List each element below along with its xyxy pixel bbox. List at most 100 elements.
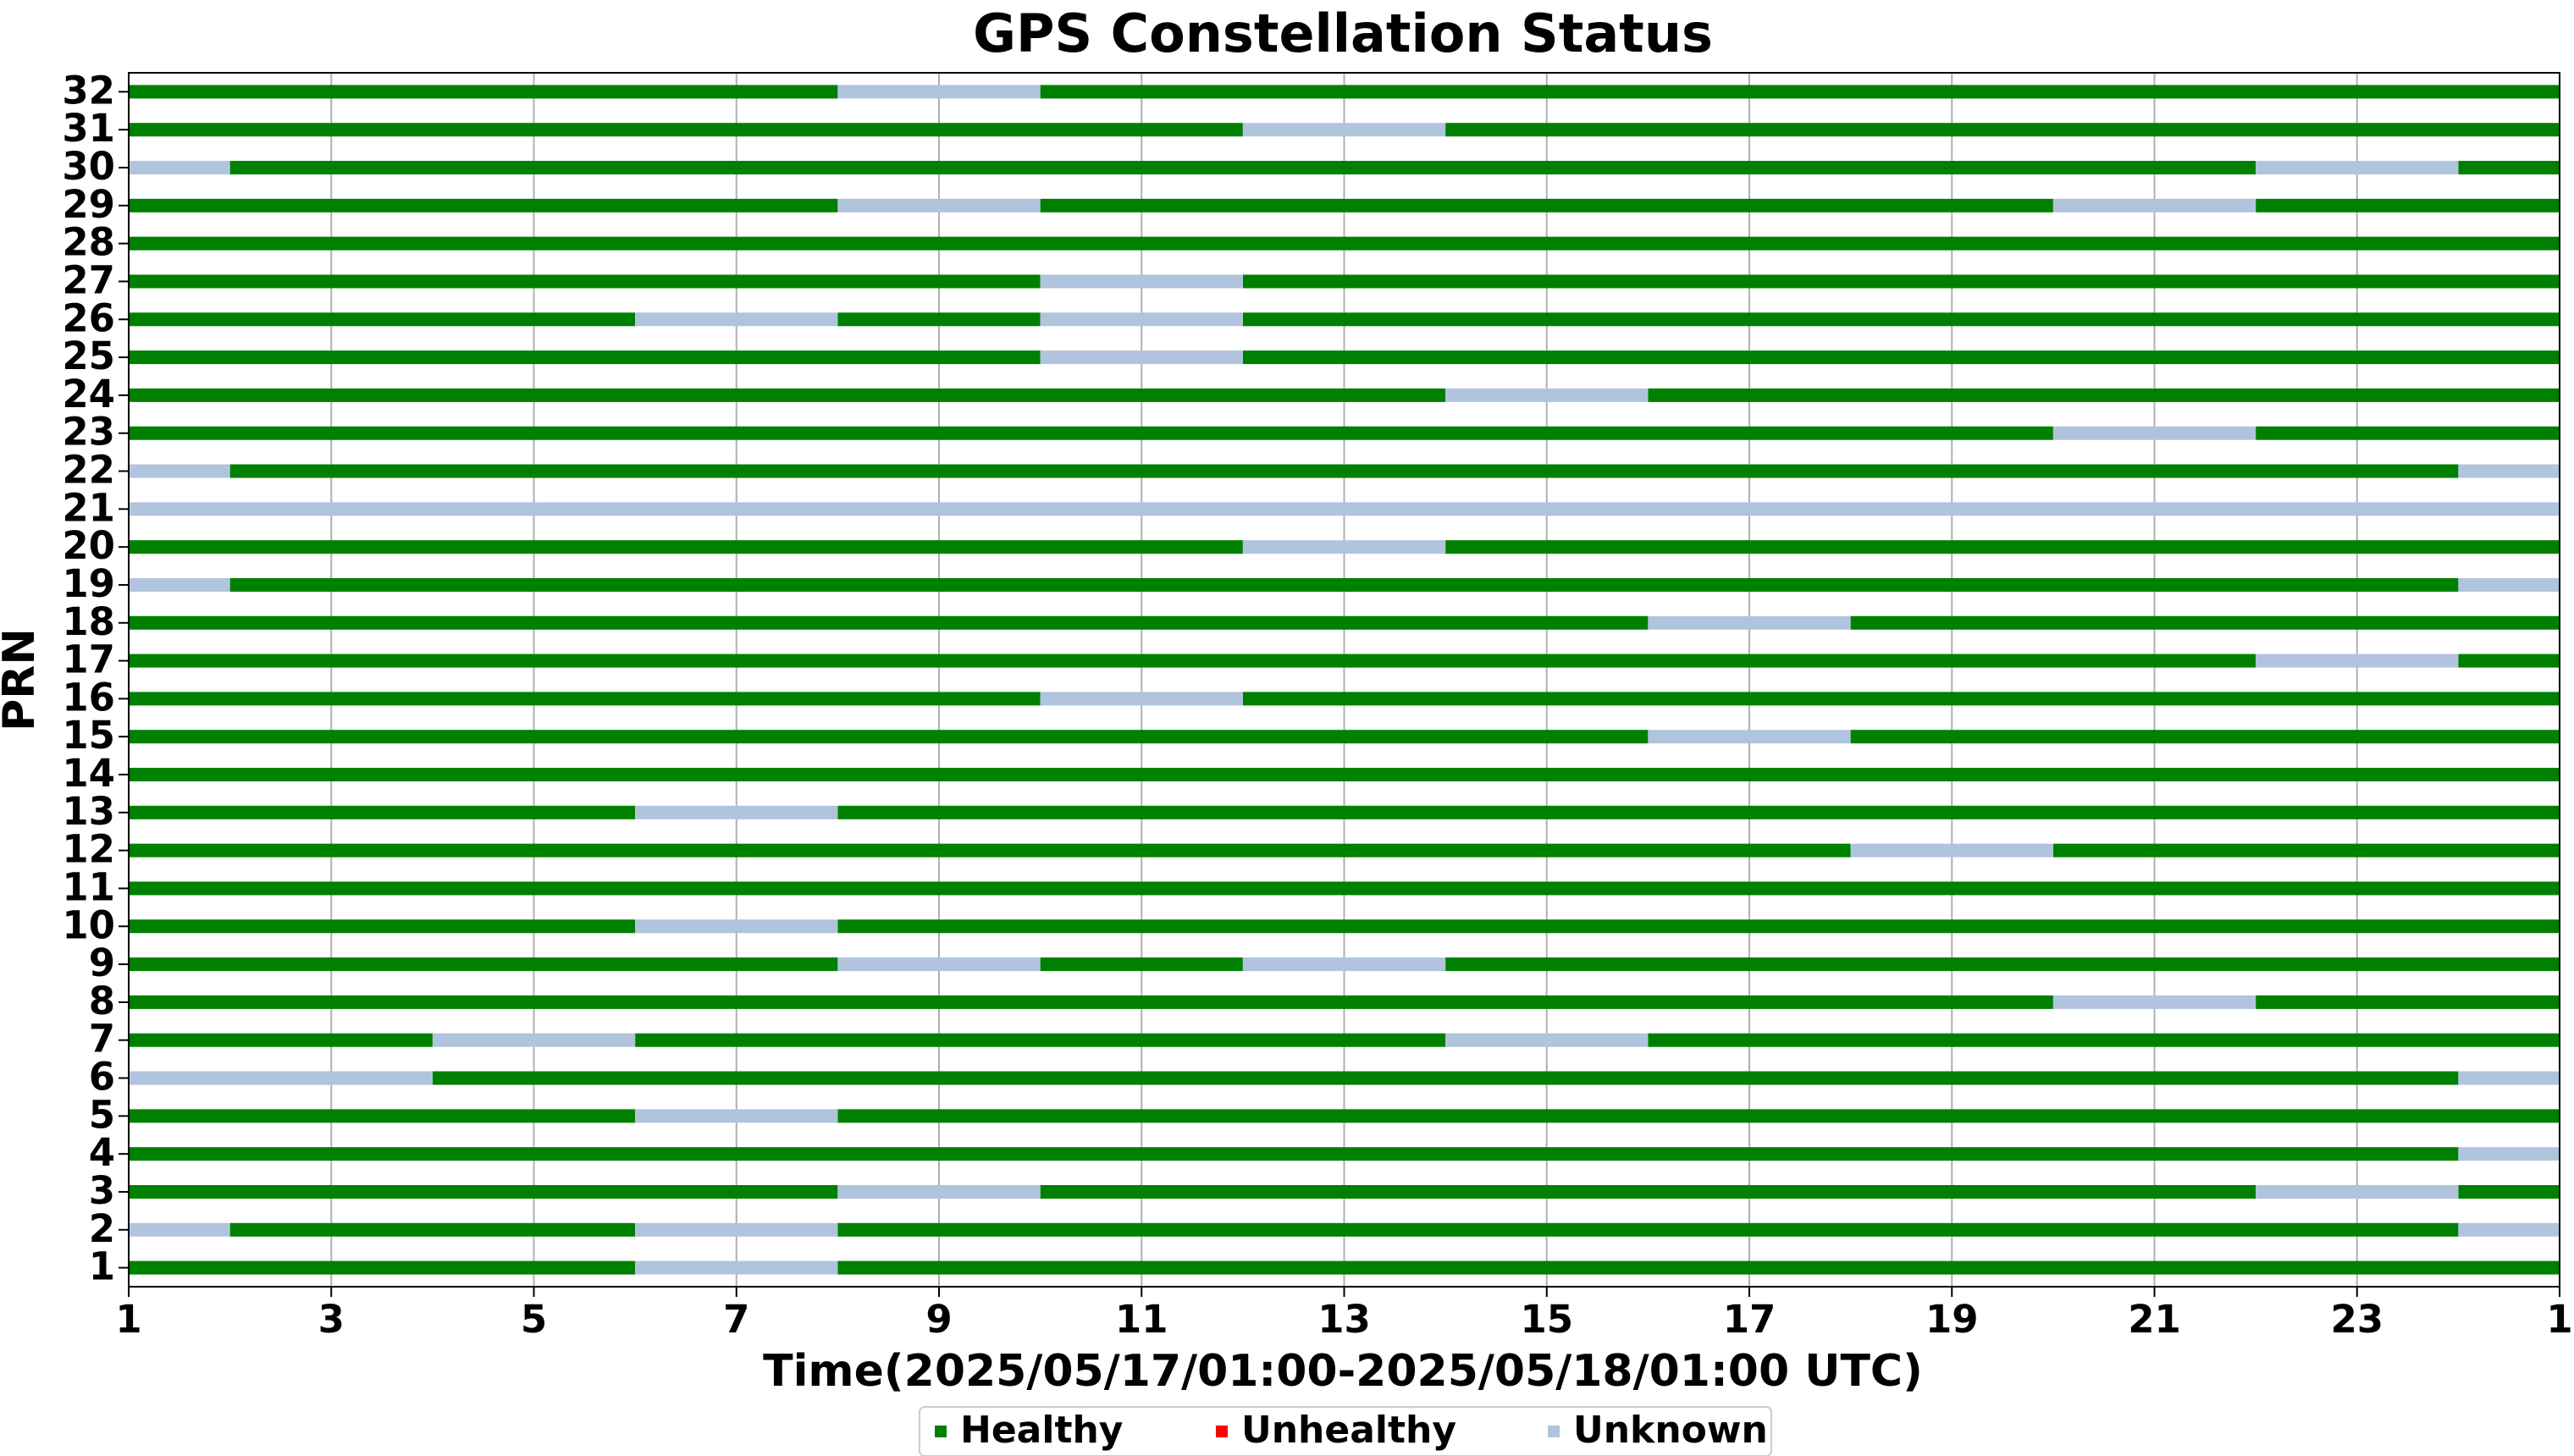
status-segment	[1242, 274, 2560, 289]
y-tick-label: 29	[62, 182, 115, 227]
status-segment	[1445, 1033, 1649, 1047]
status-segment	[1040, 198, 2053, 212]
status-segment	[837, 1260, 2560, 1275]
x-tick-label: 15	[1520, 1297, 1573, 1342]
x-axis-label: Time(2025/05/17/01:00-2025/05/18/01:00 U…	[763, 1346, 1923, 1397]
x-tick-label: 13	[1317, 1297, 1371, 1342]
y-tick-label: 26	[62, 295, 115, 340]
chart-title: GPS Constellation Status	[973, 3, 1713, 64]
status-segment	[129, 123, 1243, 137]
status-segment	[129, 464, 230, 478]
y-tick-label: 20	[62, 523, 115, 568]
status-segment	[1445, 540, 2560, 554]
status-segment	[2256, 426, 2560, 440]
x-tick-label: 1	[2546, 1297, 2572, 1342]
status-segment	[1242, 350, 2560, 365]
y-axis-label: PRN	[0, 628, 45, 731]
status-segment	[837, 1222, 2459, 1237]
x-tick-label: 23	[2330, 1297, 2383, 1342]
status-segment	[635, 312, 838, 327]
status-segment	[129, 692, 1041, 706]
status-segment	[837, 312, 1041, 327]
status-segment	[2458, 1222, 2560, 1237]
legend-marker	[1548, 1426, 1560, 1437]
y-tick-label: 19	[62, 561, 115, 606]
status-segment	[1850, 843, 2053, 858]
plot-frame	[128, 72, 2560, 1288]
y-tick-label: 31	[62, 106, 115, 151]
status-segment	[1648, 1033, 2560, 1047]
status-segment	[2256, 1184, 2459, 1199]
status-segment	[129, 1147, 2459, 1161]
status-segment	[129, 730, 1649, 744]
status-segment	[129, 1033, 433, 1047]
y-tick-label: 1	[89, 1244, 115, 1289]
status-segment	[1648, 615, 1851, 630]
y-tick-label: 28	[62, 220, 115, 265]
status-segment	[2256, 198, 2560, 212]
status-segment	[2458, 654, 2560, 668]
status-segment	[129, 388, 1446, 402]
status-segment	[129, 85, 838, 99]
status-segment	[1850, 615, 2560, 630]
status-segment	[635, 1222, 838, 1237]
y-tick-label: 14	[62, 751, 115, 796]
status-segment	[129, 540, 1243, 554]
status-segment	[1242, 957, 1446, 972]
status-segment	[129, 312, 636, 327]
status-segment	[837, 1184, 1041, 1199]
status-segment	[229, 1222, 636, 1237]
status-segment	[2458, 577, 2560, 592]
legend-marker	[1216, 1426, 1228, 1437]
y-tick-label: 23	[62, 410, 115, 455]
status-segment	[129, 995, 2053, 1009]
status-segment	[837, 957, 1041, 972]
status-segment	[2458, 1071, 2560, 1085]
x-tick-label: 21	[2128, 1297, 2181, 1342]
y-tick-label: 24	[62, 372, 115, 416]
status-segment	[2458, 1184, 2560, 1199]
status-segment	[837, 805, 2560, 819]
status-segment	[2256, 654, 2459, 668]
y-tick-label: 10	[62, 902, 115, 947]
y-tick-label: 6	[89, 1055, 115, 1100]
status-segment	[2052, 426, 2256, 440]
y-tick-label: 4	[89, 1130, 115, 1175]
status-segment	[432, 1071, 2459, 1085]
status-segment	[1648, 730, 1851, 744]
status-segment	[129, 805, 636, 819]
x-tick-label: 1	[115, 1297, 141, 1342]
status-segment	[1040, 85, 2560, 99]
status-segment	[129, 161, 230, 175]
status-segment	[129, 1184, 838, 1199]
status-segment	[129, 350, 1041, 365]
status-segment	[635, 1109, 838, 1123]
status-segment	[1242, 312, 2560, 327]
status-segment	[2052, 843, 2560, 858]
y-tick-label: 27	[62, 257, 115, 302]
status-segment	[129, 1071, 433, 1085]
legend-box	[919, 1406, 1772, 1456]
y-tick-label: 7	[89, 1017, 115, 1062]
status-segment	[129, 426, 2053, 440]
legend-label: Unknown	[1573, 1409, 1768, 1452]
y-tick-label: 18	[62, 599, 115, 644]
status-segment	[2052, 995, 2256, 1009]
status-segment	[1242, 692, 2560, 706]
y-tick-label: 32	[62, 68, 115, 113]
y-tick-label: 13	[62, 789, 115, 834]
status-segment	[129, 843, 1851, 858]
y-tick-label: 11	[62, 864, 115, 909]
status-segment	[1445, 123, 2560, 137]
y-tick-label: 21	[62, 485, 115, 530]
status-segment	[129, 768, 2560, 782]
status-segment	[2458, 1147, 2560, 1161]
y-tick-label: 5	[89, 1092, 115, 1137]
status-segment	[129, 502, 2560, 516]
status-segment	[1242, 540, 1446, 554]
status-segment	[2458, 161, 2560, 175]
status-segment	[129, 957, 838, 972]
status-segment	[1445, 957, 2560, 972]
y-tick-label: 3	[89, 1168, 115, 1213]
